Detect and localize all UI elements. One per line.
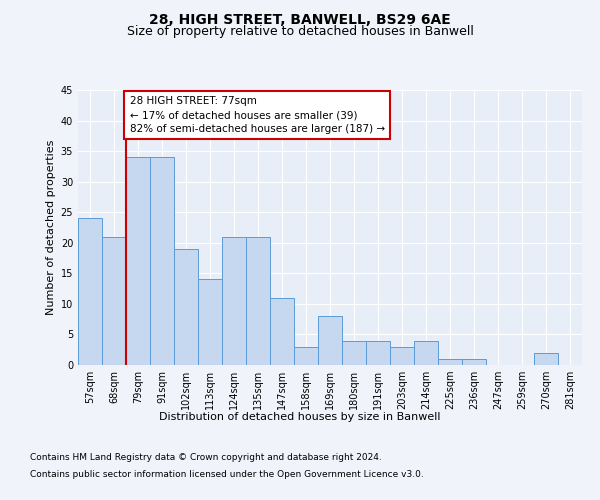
Bar	[438, 359, 462, 365]
Bar	[270, 298, 294, 365]
Bar	[462, 359, 486, 365]
Bar	[318, 316, 342, 365]
Bar	[198, 280, 222, 365]
Bar	[150, 157, 174, 365]
Bar	[294, 346, 318, 365]
Bar	[102, 236, 126, 365]
Bar	[78, 218, 102, 365]
Text: Contains public sector information licensed under the Open Government Licence v3: Contains public sector information licen…	[30, 470, 424, 479]
Bar	[390, 346, 414, 365]
Text: Distribution of detached houses by size in Banwell: Distribution of detached houses by size …	[159, 412, 441, 422]
Bar	[246, 236, 270, 365]
Bar	[534, 353, 558, 365]
Bar	[342, 340, 366, 365]
Bar	[126, 157, 150, 365]
Bar	[414, 340, 438, 365]
Bar	[222, 236, 246, 365]
Bar	[366, 340, 390, 365]
Text: 28 HIGH STREET: 77sqm
← 17% of detached houses are smaller (39)
82% of semi-deta: 28 HIGH STREET: 77sqm ← 17% of detached …	[130, 96, 385, 134]
Bar	[174, 249, 198, 365]
Text: Contains HM Land Registry data © Crown copyright and database right 2024.: Contains HM Land Registry data © Crown c…	[30, 452, 382, 462]
Text: Size of property relative to detached houses in Banwell: Size of property relative to detached ho…	[127, 25, 473, 38]
Text: 28, HIGH STREET, BANWELL, BS29 6AE: 28, HIGH STREET, BANWELL, BS29 6AE	[149, 12, 451, 26]
Y-axis label: Number of detached properties: Number of detached properties	[46, 140, 56, 315]
